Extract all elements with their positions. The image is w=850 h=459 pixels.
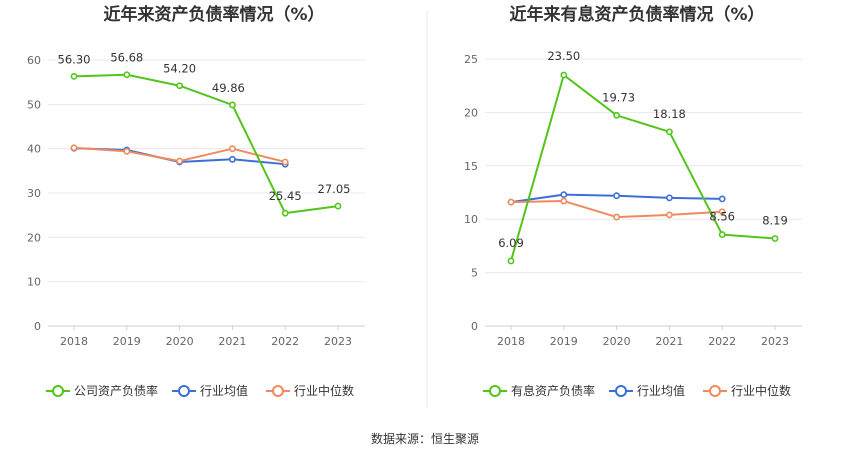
data-point — [560, 191, 568, 199]
data-point — [666, 194, 673, 202]
data-point — [281, 158, 289, 166]
data-point — [771, 235, 779, 242]
y-tick-label: 5 — [471, 267, 478, 280]
x-tick-label: 2021 — [655, 335, 683, 348]
x-tick-label: 2021 — [218, 335, 246, 348]
chart-title: 近年来资产负债率情况（%） — [103, 4, 324, 25]
data-point — [718, 195, 726, 203]
y-tick-label: 60 — [27, 54, 41, 67]
data-point — [70, 144, 78, 152]
legend-swatch-marker — [615, 385, 627, 397]
data-point — [70, 73, 78, 80]
data-label: 8.56 — [709, 210, 735, 224]
data-point — [507, 198, 515, 206]
data-point — [613, 213, 620, 221]
data-point — [176, 157, 183, 165]
legend-swatch-marker — [709, 385, 721, 397]
data-label: 56.68 — [110, 51, 143, 65]
data-label: 27.05 — [318, 182, 351, 196]
legend-swatch-marker — [52, 385, 64, 397]
y-tick-label: 20 — [27, 231, 41, 244]
legend-label: 有息资产负债率 — [511, 383, 595, 398]
data-label: 18.18 — [653, 107, 686, 121]
data-point — [507, 257, 515, 265]
data-label: 56.30 — [58, 52, 91, 66]
legend-item[interactable]: 行业中位数 — [266, 383, 354, 398]
left-chart-panel: 近年来资产负债率情况（%） 0 10 20 30 40 50 60 2018 2019 2020 2… — [27, 4, 365, 398]
x-tick-label: 2023 — [324, 335, 352, 348]
legend-swatch-marker — [489, 385, 501, 397]
x-tick-label: 2020 — [603, 335, 631, 348]
x-tick-label: 2022 — [271, 335, 299, 348]
chart-title: 近年来有息资产负债率情况（%） — [509, 4, 764, 25]
data-point — [666, 211, 673, 219]
data-label: 54.20 — [163, 62, 196, 76]
legend-swatch-marker — [272, 385, 284, 397]
legend-item[interactable]: 公司资产负债率 — [46, 383, 158, 398]
legend-item[interactable]: 行业均值 — [609, 383, 685, 398]
x-tick-label: 2020 — [166, 335, 194, 348]
y-tick-label: 30 — [27, 187, 41, 200]
legend-swatch-marker — [178, 385, 190, 397]
y-tick-label: 20 — [464, 106, 478, 119]
data-label: 19.73 — [602, 90, 635, 104]
legend-label: 行业中位数 — [731, 383, 791, 398]
data-point — [718, 208, 726, 216]
data-point — [560, 71, 568, 79]
y-tick-label: 0 — [471, 320, 478, 333]
data-label: 49.86 — [212, 81, 245, 95]
y-tick-label: 15 — [464, 160, 478, 173]
y-tick-label: 0 — [34, 320, 41, 333]
data-point — [123, 71, 131, 79]
y-tick-label: 10 — [27, 276, 41, 289]
data-source-note: 数据来源：恒生聚源 — [371, 431, 479, 446]
legend-item[interactable]: 行业均值 — [172, 383, 248, 398]
x-tick-label: 2018 — [60, 335, 88, 348]
y-tick-label: 50 — [27, 98, 41, 111]
data-point — [613, 192, 620, 200]
y-tick-label: 25 — [464, 53, 478, 66]
data-point — [718, 231, 726, 238]
data-point — [228, 145, 236, 153]
data-label: 25.45 — [269, 189, 302, 203]
data-point — [228, 101, 236, 109]
legend-item[interactable]: 行业中位数 — [703, 383, 791, 398]
x-tick-label: 2019 — [550, 335, 578, 348]
legend-label: 公司资产负债率 — [74, 383, 158, 398]
x-tick-label: 2018 — [497, 335, 525, 348]
data-point — [228, 155, 236, 163]
data-point — [334, 202, 342, 210]
data-point — [281, 209, 289, 217]
data-point — [123, 147, 131, 155]
legend-label: 行业均值 — [637, 383, 685, 398]
x-tick-label: 2023 — [761, 335, 789, 348]
legend-label: 行业均值 — [200, 383, 248, 398]
legend-label: 行业中位数 — [294, 383, 354, 398]
y-tick-label: 40 — [27, 143, 41, 156]
x-tick-label: 2019 — [113, 335, 141, 348]
data-point — [613, 111, 620, 119]
series-line — [73, 73, 339, 215]
series-line — [510, 74, 776, 262]
y-tick-label: 10 — [464, 213, 478, 226]
legend-item[interactable]: 有息资产负债率 — [483, 383, 595, 398]
data-point — [666, 128, 673, 136]
data-point — [176, 82, 183, 90]
right-chart-panel: 近年来有息资产负债率情况（%） 0 5 10 15 20 25 2018 2019 2020 20… — [464, 4, 802, 398]
data-label: 8.19 — [762, 214, 788, 228]
x-tick-label: 2022 — [708, 335, 736, 348]
data-label: 23.50 — [547, 49, 580, 63]
data-point — [560, 197, 568, 205]
data-label: 6.09 — [498, 236, 524, 250]
